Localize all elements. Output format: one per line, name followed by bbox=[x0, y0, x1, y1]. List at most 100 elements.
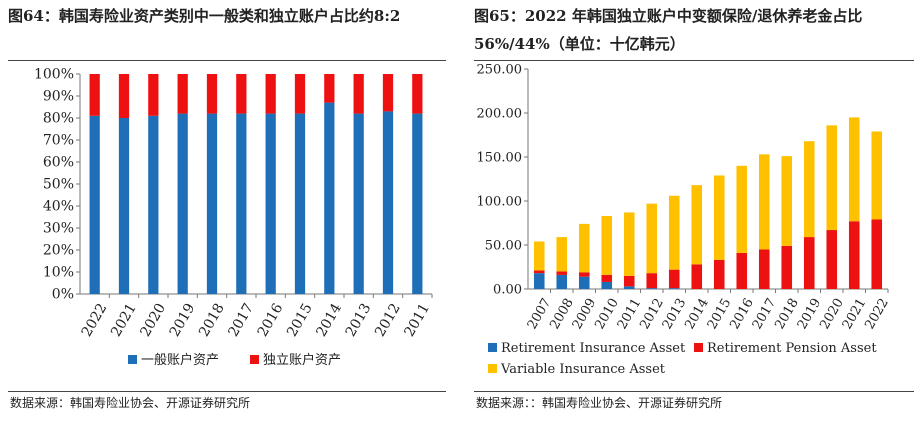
right-bar-2022-series2 bbox=[871, 131, 883, 220]
left-y-tick-label: 90% bbox=[43, 89, 74, 105]
right-bar-2008-series2 bbox=[556, 237, 568, 272]
right-y-tick-label: 250.00 bbox=[477, 63, 523, 78]
left-bar-2015-series1 bbox=[294, 74, 306, 114]
left-legend-label: 独立账户资产 bbox=[263, 352, 341, 368]
right-bar-2022-series1 bbox=[871, 219, 883, 289]
right-bar-2020-series2 bbox=[826, 125, 838, 231]
right-legend-label: Variable Insurance Asset bbox=[500, 362, 666, 377]
left-x-tick-label: 2013 bbox=[343, 301, 375, 340]
left-x-tick-label: 2011 bbox=[401, 301, 433, 340]
right-y-tick-label: 100.00 bbox=[477, 195, 523, 210]
left-y-tick-label: 70% bbox=[43, 133, 74, 149]
right-bar-2013-series1 bbox=[668, 269, 680, 289]
right-legend-label: Retirement Pension Asset bbox=[707, 341, 877, 356]
right-bar-2010-series2 bbox=[601, 215, 613, 275]
right-bar-2015-series2 bbox=[713, 175, 725, 260]
right-legend-swatch bbox=[694, 343, 703, 352]
left-chart: 0%10%20%30%40%50%60%70%80%90%100%2022202… bbox=[34, 67, 433, 369]
left-source: 数据来源：韩国寿险业协会、开源证券研究所 bbox=[10, 396, 251, 410]
right-bar-2009-series0 bbox=[578, 276, 590, 289]
left-x-tick-label: 2012 bbox=[372, 301, 404, 340]
left-y-tick-label: 60% bbox=[43, 155, 74, 171]
left-bottom-rule bbox=[8, 391, 446, 392]
left-legend-label: 一般账户资产 bbox=[141, 352, 219, 368]
right-y-tick-label: 150.00 bbox=[477, 151, 523, 166]
right-bar-2007-series2 bbox=[533, 241, 545, 271]
left-x-tick-label: 2022 bbox=[79, 301, 111, 340]
right-bar-2016-series2 bbox=[736, 165, 748, 253]
left-legend-swatch bbox=[128, 355, 137, 364]
left-x-tick-label: 2015 bbox=[284, 301, 316, 340]
left-bar-2019-series1 bbox=[177, 74, 188, 114]
right-y-tick-label: 200.00 bbox=[477, 107, 523, 122]
left-bar-2020-series1 bbox=[148, 74, 159, 116]
right-bar-2010-series1 bbox=[601, 274, 613, 282]
right-bar-2008-series0 bbox=[556, 274, 568, 289]
left-bar-2021-series1 bbox=[118, 74, 130, 118]
left-panel: 图64：韩国寿险业资产类别中一般类和独立账户占比约8:2 0% 10% 20% 30%… bbox=[0, 0, 452, 422]
left-bar-2013-series0 bbox=[353, 113, 364, 294]
right-legend-label: Retirement Insurance Asset bbox=[501, 341, 686, 356]
left-x-tick-label: 2016 bbox=[255, 301, 287, 340]
right-bar-2009-series1 bbox=[578, 272, 590, 277]
right-bar-2019-series1 bbox=[803, 237, 815, 289]
right-bar-2021-series2 bbox=[848, 117, 860, 222]
right-chart: 0.0050.00100.00150.00200.00250.002007200… bbox=[477, 63, 892, 378]
left-chart-title: 图64：韩国寿险业资产类别中一般类和独立账户占比约8:2 bbox=[8, 7, 401, 25]
right-x-tick-label: 2022 bbox=[862, 296, 892, 332]
right-bar-2020-series1 bbox=[826, 230, 838, 289]
right-bar-2009-series2 bbox=[578, 223, 590, 273]
left-bar-2022-series0 bbox=[89, 115, 100, 294]
right-bar-2018-series2 bbox=[781, 156, 793, 246]
left-bar-2017-series0 bbox=[236, 113, 247, 294]
left-legend-swatch bbox=[250, 355, 259, 364]
left-bar-2011-series0 bbox=[412, 113, 423, 294]
right-panel: 图65：2022 年韩国独立账户中变额保险/退休养老金占比 56%/44%（单位… bbox=[466, 0, 922, 422]
left-bar-2022-series1 bbox=[89, 74, 100, 116]
right-bar-2014-series2 bbox=[691, 185, 703, 265]
right-bar-2010-series0 bbox=[601, 281, 613, 289]
right-bar-2013-series0 bbox=[668, 288, 680, 289]
right-legend-swatch bbox=[488, 364, 497, 373]
right-bar-2018-series1 bbox=[781, 245, 793, 289]
left-top-rule bbox=[8, 60, 446, 61]
right-bar-2021-series1 bbox=[848, 221, 860, 289]
right-source: 数据来源：：韩国寿险业协会、开源证券研究所 bbox=[476, 396, 723, 410]
right-bar-2015-series1 bbox=[713, 259, 725, 289]
right-bar-2011-series2 bbox=[623, 212, 635, 276]
right-chart-title: 图65：2022 年韩国独立账户中变额保险/退休养老金占比 56%/44%（单位… bbox=[474, 7, 863, 53]
left-y-tick-label: 50% bbox=[43, 177, 74, 193]
left-bar-2011-series1 bbox=[412, 74, 423, 114]
left-bar-2017-series1 bbox=[236, 74, 247, 114]
right-bar-2019-series2 bbox=[803, 141, 815, 238]
left-x-tick-label: 2018 bbox=[196, 301, 228, 340]
right-legend-swatch bbox=[488, 343, 497, 352]
left-x-tick-label: 2014 bbox=[313, 301, 345, 340]
left-bar-2018-series1 bbox=[206, 74, 218, 114]
right-bar-2012-series2 bbox=[646, 203, 658, 274]
left-y-tick-label: 30% bbox=[43, 221, 74, 237]
right-bar-2011-series0 bbox=[623, 286, 635, 289]
right-bar-2017-series1 bbox=[758, 249, 770, 289]
right-bar-2008-series1 bbox=[556, 271, 568, 275]
right-bar-2007-series1 bbox=[533, 270, 545, 274]
right-bar-2016-series1 bbox=[736, 252, 748, 289]
left-bar-2015-series0 bbox=[294, 113, 306, 294]
right-bottom-rule bbox=[474, 391, 914, 392]
left-bar-2021-series0 bbox=[118, 118, 130, 294]
left-x-tick-label: 2021 bbox=[108, 301, 140, 340]
left-y-tick-label: 40% bbox=[43, 199, 74, 215]
left-x-tick-label: 2019 bbox=[167, 301, 199, 340]
left-bar-2014-series0 bbox=[324, 102, 335, 294]
left-bar-2016-series0 bbox=[265, 113, 276, 294]
left-bar-2012-series1 bbox=[382, 74, 394, 112]
right-bar-2014-series1 bbox=[691, 264, 703, 289]
left-y-tick-label: 100% bbox=[34, 67, 74, 83]
right-top-rule bbox=[474, 60, 914, 61]
right-y-tick-label: 50.00 bbox=[485, 239, 522, 254]
right-bar-2012-series0 bbox=[646, 288, 658, 289]
left-bar-2013-series1 bbox=[353, 74, 364, 114]
left-y-tick-label: 0% bbox=[52, 287, 74, 303]
right-bar-2012-series1 bbox=[646, 273, 658, 289]
right-bar-2013-series2 bbox=[668, 195, 680, 270]
